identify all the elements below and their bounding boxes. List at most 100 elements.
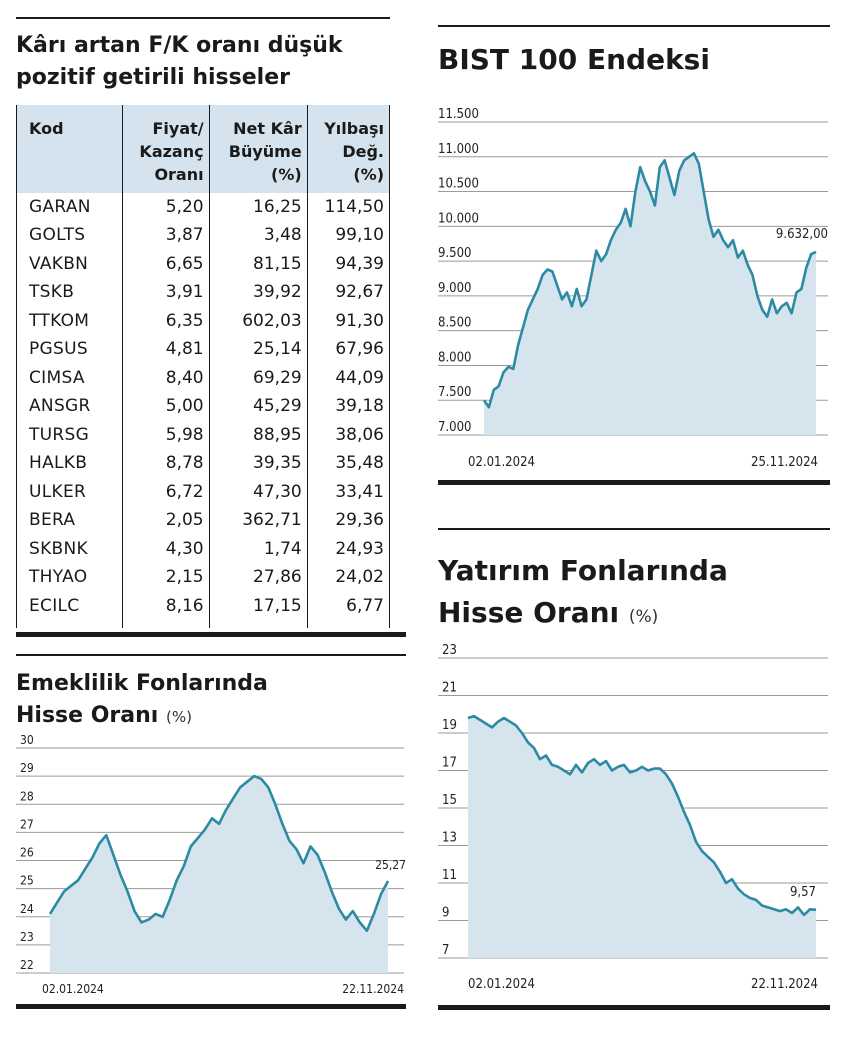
cell-fk: 6,72 [122, 477, 210, 507]
cell-yilbasi: 33,41 [306, 477, 391, 507]
cell-kod: HALKB [15, 449, 123, 478]
cell-fk: 2,15 [122, 563, 210, 592]
table-row: THYAO 2,15 27,86 24,02 [15, 563, 391, 592]
cell-fk: 6,35 [122, 306, 210, 336]
table-row: ECILC 8,16 17,15 6,77 [15, 591, 391, 629]
table-header-row: Kod Fiyat/ Kazanç Oranı Net Kâr Büyüme (… [15, 105, 391, 193]
y-tick-label: 9.500 [438, 246, 471, 261]
yatirim-chart: 23 21 19 17 15 13 11 9 7 9,57 02.01.2024 22.11.2024 [438, 643, 828, 992]
table-row: TSKB 3,91 39,92 92,67 [15, 278, 391, 307]
bist100-panel: BIST 100 Endeksi 11.500 11.000 10.500 10.00… [438, 0, 830, 490]
y-tick-label: 23 [20, 930, 34, 944]
y-tick-label: 29 [20, 761, 34, 775]
col-header-kod: Kod [15, 105, 123, 193]
yatirim-title: Yatırım Fonlarında Hisse Oranı (%) [438, 550, 738, 638]
bist-title: BIST 100 Endeksi [438, 43, 710, 76]
cell-fk: 4,30 [122, 534, 210, 564]
y-tick-label: 11 [442, 868, 457, 883]
cell-kod: THYAO [15, 563, 123, 592]
cell-netkar: 81,15 [208, 249, 308, 279]
cell-kod: TTKOM [15, 306, 123, 336]
yatirim-title-text: Yatırım Fonlarında Hisse Oranı [438, 554, 728, 629]
cell-netkar: 3,48 [208, 221, 308, 250]
y-tick-label: 8.000 [438, 350, 471, 365]
cell-yilbasi: 67,96 [306, 335, 391, 364]
table-row: TURSG 5,98 88,95 38,06 [15, 420, 391, 450]
table-top-rule [16, 17, 390, 19]
cell-kod: VAKBN [15, 249, 123, 279]
y-tick-label: 24 [20, 902, 34, 916]
col-header-netkar: Net Kâr Büyüme (%) [208, 105, 308, 193]
emeklilik-title-text: Emeklilik Fonlarında Hisse Oranı [16, 671, 268, 728]
y-tick-label: 27 [20, 817, 34, 831]
cell-netkar: 39,92 [208, 278, 308, 307]
y-tick-label: 11.000 [438, 142, 479, 157]
cell-yilbasi: 94,39 [306, 249, 391, 279]
table-panel-title: Kârı artan F/K oranı düşük pozitif getir… [16, 33, 343, 90]
area-fill [484, 153, 816, 436]
emeklilik-bottom-rule [16, 1004, 406, 1009]
cell-netkar: 27,86 [208, 563, 308, 592]
table-row: SKBNK 4,30 1,74 24,93 [15, 534, 391, 564]
x-start-label: 02.01.2024 [468, 455, 535, 470]
cell-yilbasi: 35,48 [306, 449, 391, 478]
cell-kod: CIMSA [15, 363, 123, 393]
table-row: BERA 2,05 362,71 29,36 [15, 506, 391, 535]
cell-netkar: 69,29 [208, 363, 308, 393]
yatirim-top-rule [438, 528, 830, 530]
cell-yilbasi: 91,30 [306, 306, 391, 336]
cell-fk: 8,16 [122, 591, 210, 629]
y-tick-label: 11.500 [438, 107, 479, 122]
cell-fk: 3,91 [122, 278, 210, 307]
cell-yilbasi: 6,77 [306, 591, 391, 629]
cell-kod: PGSUS [15, 335, 123, 364]
cell-kod: TURSG [15, 420, 123, 450]
cell-fk: 5,98 [122, 420, 210, 450]
table-row: ULKER 6,72 47,30 33,41 [15, 477, 391, 507]
col-header-fk: Fiyat/ Kazanç Oranı [122, 105, 210, 193]
emeklilik-title: Emeklilik Fonlarında Hisse Oranı (%) [16, 668, 316, 733]
x-start-label: 02.01.2024 [42, 982, 104, 996]
y-tick-label: 10.500 [438, 177, 479, 192]
cell-kod: ULKER [15, 477, 123, 507]
y-tick-label: 19 [442, 718, 457, 733]
y-tick-label: 10.000 [438, 211, 479, 226]
cell-netkar: 17,15 [208, 591, 308, 629]
cell-netkar: 39,35 [208, 449, 308, 478]
series-line [48, 774, 390, 933]
cell-kod: GOLTS [15, 221, 123, 250]
cell-kod: ECILC [15, 591, 123, 629]
cell-fk: 6,65 [122, 249, 210, 279]
x-end-label: 22.11.2024 [342, 982, 404, 996]
cell-yilbasi: 29,36 [306, 506, 391, 535]
cell-fk: 2,05 [122, 506, 210, 535]
cell-netkar: 602,03 [208, 306, 308, 336]
y-tick-label: 22 [20, 958, 34, 972]
cell-fk: 4,81 [122, 335, 210, 364]
cell-kod: ANSGR [15, 392, 123, 421]
y-tick-label: 23 [442, 643, 457, 658]
yatirim-panel: Yatırım Fonlarında Hisse Oranı (%) 23 21 1… [438, 520, 830, 1015]
cell-yilbasi: 44,09 [306, 363, 391, 393]
table-row: ANSGR 5,00 45,29 39,18 [15, 392, 391, 421]
y-tick-label: 26 [20, 846, 34, 860]
table-row: PGSUS 4,81 25,14 67,96 [15, 335, 391, 364]
x-end-label: 25.11.2024 [751, 455, 818, 470]
y-tick-label: 30 [20, 735, 34, 747]
cell-netkar: 1,74 [208, 534, 308, 564]
y-tick-label: 25 [20, 874, 34, 888]
table-row: CIMSA 8,40 69,29 44,09 [15, 363, 391, 393]
cell-yilbasi: 114,50 [306, 192, 391, 222]
bist-bottom-rule [438, 480, 830, 485]
table-bottom-rule [16, 632, 406, 637]
cell-yilbasi: 38,06 [306, 420, 391, 450]
cell-fk: 8,40 [122, 363, 210, 393]
cell-netkar: 25,14 [208, 335, 308, 364]
cell-yilbasi: 92,67 [306, 278, 391, 307]
stock-table: Kod Fiyat/ Kazanç Oranı Net Kâr Büyüme (… [15, 105, 391, 629]
emeklilik-panel: Emeklilik Fonlarında Hisse Oranı (%) 30 2… [16, 650, 406, 1015]
cell-netkar: 16,25 [208, 192, 308, 222]
table-row: HALKB 8,78 39,35 35,48 [15, 449, 391, 478]
cell-yilbasi: 99,10 [306, 221, 391, 250]
table-row: VAKBN 6,65 81,15 94,39 [15, 249, 391, 279]
